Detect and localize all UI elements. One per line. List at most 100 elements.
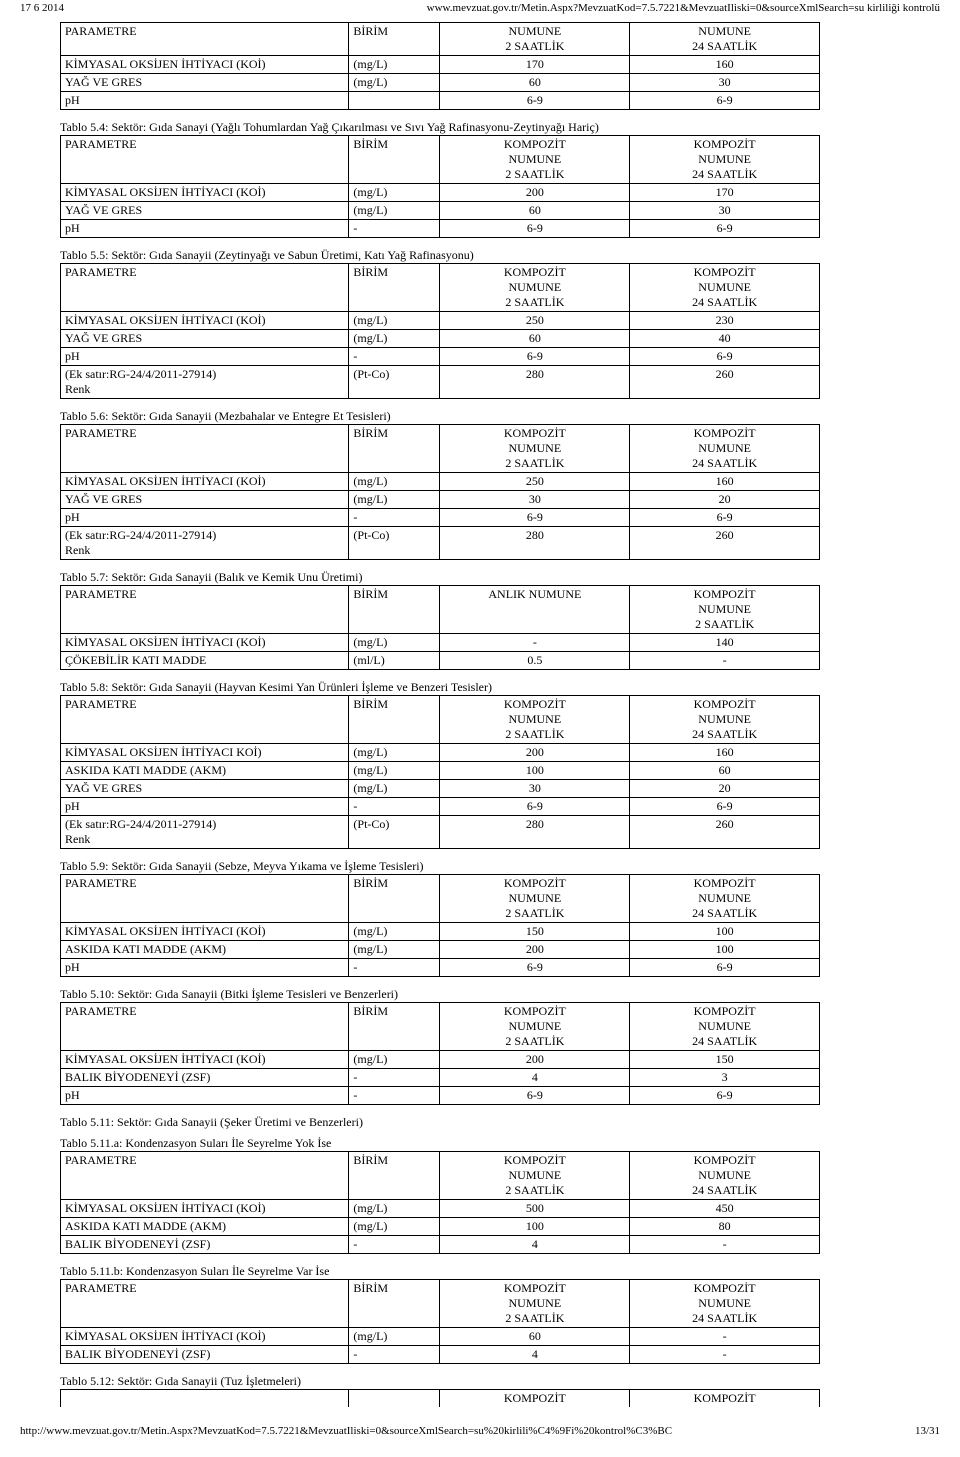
cell: KİMYASAL OKSİJEN İHTİYACI (KOİ) — [61, 473, 349, 491]
caption-5-11: Tablo 5.11: Sektör: Gıda Sanayii (Şeker … — [60, 1115, 820, 1130]
cell: ASKIDA KATI MADDE (AKM) — [61, 1218, 349, 1236]
cell: PARAMETRE — [61, 875, 349, 923]
cell: - — [349, 1346, 440, 1364]
cell: (mg/L) — [349, 744, 440, 762]
cell: 150 — [630, 1051, 820, 1069]
table-top: PARAMETRE BİRİM NUMUNE2 SAATLİK NUMUNE24… — [60, 22, 820, 110]
cell: BALIK BİYODENEYİ (ZSF) — [61, 1069, 349, 1087]
cell: BİRİM — [349, 425, 440, 473]
cell: KİMYASAL OKSİJEN İHTİYACI (KOİ) — [61, 184, 349, 202]
cell: BİRİM — [349, 875, 440, 923]
caption-5-7: Tablo 5.7: Sektör: Gıda Sanayii (Balık v… — [60, 570, 820, 585]
cell: PARAMETRE — [61, 696, 349, 744]
cell: 260 — [630, 816, 820, 849]
cell: 100 — [630, 941, 820, 959]
cell: 60 — [440, 1328, 630, 1346]
cell: (Ek satır:RG-24/4/2011-27914)Renk — [61, 366, 349, 399]
cell: YAĞ VE GRES — [61, 491, 349, 509]
cell: (mg/L) — [349, 1328, 440, 1346]
cell: BİRİM — [349, 136, 440, 184]
cell: 500 — [440, 1200, 630, 1218]
cell: 6-9 — [630, 92, 820, 110]
cell: 6-9 — [630, 959, 820, 977]
cell: 6-9 — [630, 798, 820, 816]
cell — [349, 92, 440, 110]
cell: (mg/L) — [349, 1200, 440, 1218]
cell: - — [630, 652, 820, 670]
cell: - — [349, 959, 440, 977]
cell: 4 — [440, 1236, 630, 1254]
cell: 60 — [440, 202, 630, 220]
cell: (mg/L) — [349, 312, 440, 330]
cell: 200 — [440, 184, 630, 202]
cell: KOMPOZİTNUMUNE2 SAATLİK — [440, 1152, 630, 1200]
cell: - — [630, 1346, 820, 1364]
cell: 200 — [440, 1051, 630, 1069]
cell: BİRİM — [349, 264, 440, 312]
table-5-5: PARAMETRE BİRİM KOMPOZİTNUMUNE2 SAATLİK … — [60, 263, 820, 399]
table-5-4: PARAMETRE BİRİM KOMPOZİTNUMUNE2 SAATLİK … — [60, 135, 820, 238]
cell: (mg/L) — [349, 491, 440, 509]
cell: 280 — [440, 816, 630, 849]
cell: - — [349, 1087, 440, 1105]
cell: BİRİM — [349, 1280, 440, 1328]
cell: BİRİM — [349, 23, 440, 56]
cell: (mg/L) — [349, 330, 440, 348]
cell: PARAMETRE — [61, 1280, 349, 1328]
cell: NUMUNE2 SAATLİK — [440, 23, 630, 56]
cell: pH — [61, 348, 349, 366]
cell: (mg/L) — [349, 202, 440, 220]
caption-5-5: Tablo 5.5: Sektör: Gıda Sanayii (Zeytiny… — [60, 248, 820, 263]
cell: KOMPOZİTNUMUNE24 SAATLİK — [630, 875, 820, 923]
cell: (mg/L) — [349, 780, 440, 798]
caption-5-11a: Tablo 5.11.a: Kondenzasyon Suları İle Se… — [60, 1136, 820, 1151]
cell: KOMPOZİTNUMUNE24 SAATLİK — [630, 696, 820, 744]
table-5-9: PARAMETRE BİRİM KOMPOZİTNUMUNE2 SAATLİK … — [60, 874, 820, 977]
cell: 0.5 — [440, 652, 630, 670]
cell: KOMPOZİTNUMUNE24 SAATLİK — [630, 136, 820, 184]
cell: - — [349, 220, 440, 238]
cell: KOMPOZİTNUMUNE24 SAATLİK — [630, 1003, 820, 1051]
cell: (mg/L) — [349, 56, 440, 74]
header-date: 17 6 2014 — [20, 2, 64, 14]
cell: 280 — [440, 527, 630, 560]
cell: 6-9 — [440, 959, 630, 977]
cell: KOMPOZİT — [440, 1390, 630, 1408]
table-5-11a: PARAMETRE BİRİM KOMPOZİTNUMUNE2 SAATLİK … — [60, 1151, 820, 1254]
cell: KOMPOZİTNUMUNE2 SAATLİK — [440, 425, 630, 473]
cell: pH — [61, 798, 349, 816]
caption-5-11b: Tablo 5.11.b: Kondenzasyon Suları İle Se… — [60, 1264, 820, 1279]
cell: BİRİM — [349, 1003, 440, 1051]
cell: KİMYASAL OKSİJEN İHTİYACI (KOİ) — [61, 56, 349, 74]
cell: 250 — [440, 312, 630, 330]
cell: 6-9 — [630, 348, 820, 366]
cell: KİMYASAL OKSİJEN İHTİYACI (KOİ) — [61, 634, 349, 652]
cell: ASKIDA KATI MADDE (AKM) — [61, 941, 349, 959]
cell: 3 — [630, 1069, 820, 1087]
cell: 230 — [630, 312, 820, 330]
cell: pH — [61, 959, 349, 977]
cell: (Pt-Co) — [349, 816, 440, 849]
cell: KOMPOZİTNUMUNE24 SAATLİK — [630, 425, 820, 473]
cell: KOMPOZİTNUMUNE2 SAATLİK — [440, 1003, 630, 1051]
cell: KOMPOZİTNUMUNE2 SAATLİK — [630, 586, 820, 634]
caption-5-12: Tablo 5.12: Sektör: Gıda Sanayii (Tuz İş… — [60, 1374, 820, 1389]
cell: - — [349, 1069, 440, 1087]
cell: (Pt-Co) — [349, 527, 440, 560]
cell: PARAMETRE — [61, 264, 349, 312]
cell: YAĞ VE GRES — [61, 202, 349, 220]
cell: 100 — [630, 923, 820, 941]
cell: KOMPOZİTNUMUNE2 SAATLİK — [440, 696, 630, 744]
cell: 6-9 — [440, 92, 630, 110]
cell: KOMPOZİTNUMUNE24 SAATLİK — [630, 1152, 820, 1200]
cell: (mg/L) — [349, 74, 440, 92]
cell: 60 — [440, 330, 630, 348]
cell: - — [440, 634, 630, 652]
document-content: PARAMETRE BİRİM NUMUNE2 SAATLİK NUMUNE24… — [60, 22, 820, 1407]
cell: 260 — [630, 527, 820, 560]
cell: (ml/L) — [349, 652, 440, 670]
cell: BALIK BİYODENEYİ (ZSF) — [61, 1346, 349, 1364]
cell: KİMYASAL OKSİJEN İHTİYACI (KOİ) — [61, 1328, 349, 1346]
cell: KOMPOZİTNUMUNE2 SAATLİK — [440, 264, 630, 312]
cell: 170 — [440, 56, 630, 74]
